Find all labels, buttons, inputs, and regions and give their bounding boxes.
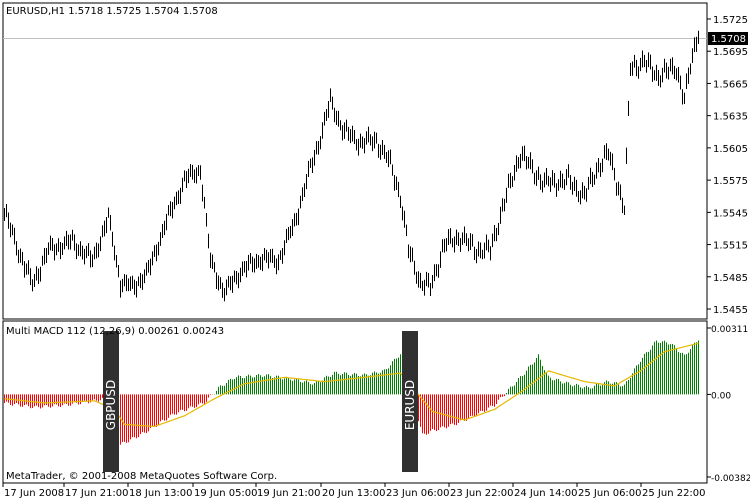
time-tick-label: 19 Jun 05:00 [194,488,258,499]
price-tick-label: 1.5605 [713,144,748,155]
current-price-box [708,32,748,45]
chart-header: EURUSD,H1 1.5718 1.5725 1.5704 1.5708 [6,6,218,17]
price-tick-label: 1.5725 [713,15,748,26]
time-tick-label: 19 Jun 21:00 [257,488,321,499]
indicator-header: Multi MACD 112 (12,26,9) 0.00261 0.00243 [6,326,224,337]
price-panel[interactable]: EURUSD,H1 1.5718 1.5725 1.5704 1.5708 [2,2,708,320]
time-tick-label: 24 Jun 14:00 [514,488,578,499]
macd-histogram [4,340,699,448]
price-tick-label: 1.5665 [713,79,748,90]
price-tick-label: 1.5695 [713,47,748,58]
indicator-panel-frame [2,320,708,484]
time-tick-label: 25 Jun 22:00 [642,488,706,499]
indicator-tick-label: -0.00382 [711,474,750,484]
time-tick-label: 17 Jun 21:00 [65,488,129,499]
time-tick-label: 25 Jun 06:00 [578,488,642,499]
current-price-label: 1.5708 [708,32,748,45]
price-tick-label: 1.5575 [713,176,748,187]
time-tick-label: 18 Jun 13:00 [129,488,193,499]
macd-signal-line [4,342,699,428]
price-tick-label: 1.5485 [713,273,748,284]
time-tick-label: 17 Jun 2008 [4,488,64,499]
price-axis: 1.5725 1.5695 1.5665 1.5635 1.5605 1.5575 1.55… [707,15,748,316]
indicator-tick-label: 0.00311 [711,325,748,335]
current-price-value: 1.5708 [711,34,746,45]
price-bars [4,30,699,302]
time-tick-label: 23 Jun 06:00 [386,488,450,499]
symbol-tag-bar [103,331,119,472]
symbol-tags: GBPUSD EURUSD [103,331,418,472]
symbol-tag-bar [402,331,418,472]
indicator-axis: 0.00311 0.00 -0.00382 [707,325,750,484]
price-tick-label: 1.5455 [713,305,748,316]
price-tick-label: 1.5635 [713,112,748,123]
copyright-text: MetaTrader, © 2001-2008 MetaQuotes Softw… [6,471,277,482]
time-axis: 17 Jun 2008 17 Jun 21:00 18 Jun 13:00 19 Ju… [2,483,706,499]
symbol-tag-label: GBPUSD [104,380,118,430]
indicator-panel[interactable]: GBPUSD EURUSD Multi MACD 112 (12,26,9) 0.… [2,320,708,484]
price-panel-frame [2,2,708,320]
price-tick-label: 1.5515 [713,241,748,252]
price-tick-label: 1.5545 [713,208,748,219]
symbol-tag-label: EURUSD [403,380,417,430]
time-tick-label: 20 Jun 13:00 [322,488,386,499]
time-tick-label: 23 Jun 22:00 [450,488,514,499]
indicator-tick-label: 0.00 [711,391,731,401]
